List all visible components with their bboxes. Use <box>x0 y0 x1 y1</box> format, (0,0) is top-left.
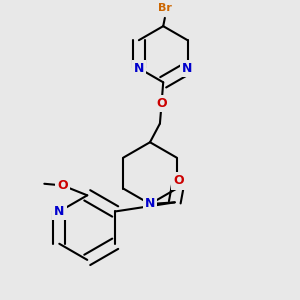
Text: N: N <box>145 197 155 211</box>
Text: O: O <box>173 174 184 188</box>
Text: N: N <box>182 62 193 75</box>
Text: N: N <box>134 62 144 75</box>
Text: O: O <box>57 179 68 192</box>
Text: N: N <box>54 205 64 218</box>
Text: Br: Br <box>158 3 172 13</box>
Text: O: O <box>156 97 167 110</box>
